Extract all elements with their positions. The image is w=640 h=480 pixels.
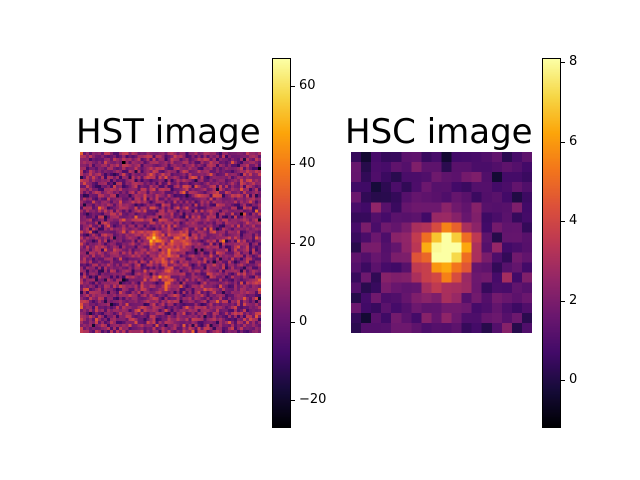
colorbar-tick-label: 0 [299, 314, 308, 329]
colorbar-tick [561, 221, 565, 222]
colorbar-tick [291, 164, 295, 165]
hst-colorbar [272, 58, 291, 428]
hsc-colorbar [542, 58, 561, 428]
colorbar-tick [561, 380, 565, 381]
hsc-image [351, 152, 532, 333]
colorbar-tick-label: 4 [569, 213, 578, 228]
colorbar-tick-label: 40 [299, 156, 316, 171]
colorbar-tick [291, 243, 295, 244]
colorbar-tick-label: −20 [299, 392, 327, 407]
colorbar-tick [291, 400, 295, 401]
colorbar-tick-label: 20 [299, 235, 316, 250]
colorbar-tick [291, 322, 295, 323]
colorbar-tick [291, 86, 295, 87]
colorbar-tick [561, 142, 565, 143]
colorbar-tick [561, 62, 565, 63]
colorbar-tick-label: 6 [569, 134, 578, 149]
hst-title: HST image [76, 112, 261, 152]
colorbar-tick-label: 60 [299, 78, 316, 93]
colorbar-tick [561, 301, 565, 302]
hst-image [80, 152, 261, 333]
colorbar-tick-label: 8 [569, 54, 578, 69]
colorbar-tick-label: 0 [569, 372, 578, 387]
colorbar-tick-label: 2 [569, 293, 578, 308]
hsc-title: HSC image [345, 112, 533, 152]
